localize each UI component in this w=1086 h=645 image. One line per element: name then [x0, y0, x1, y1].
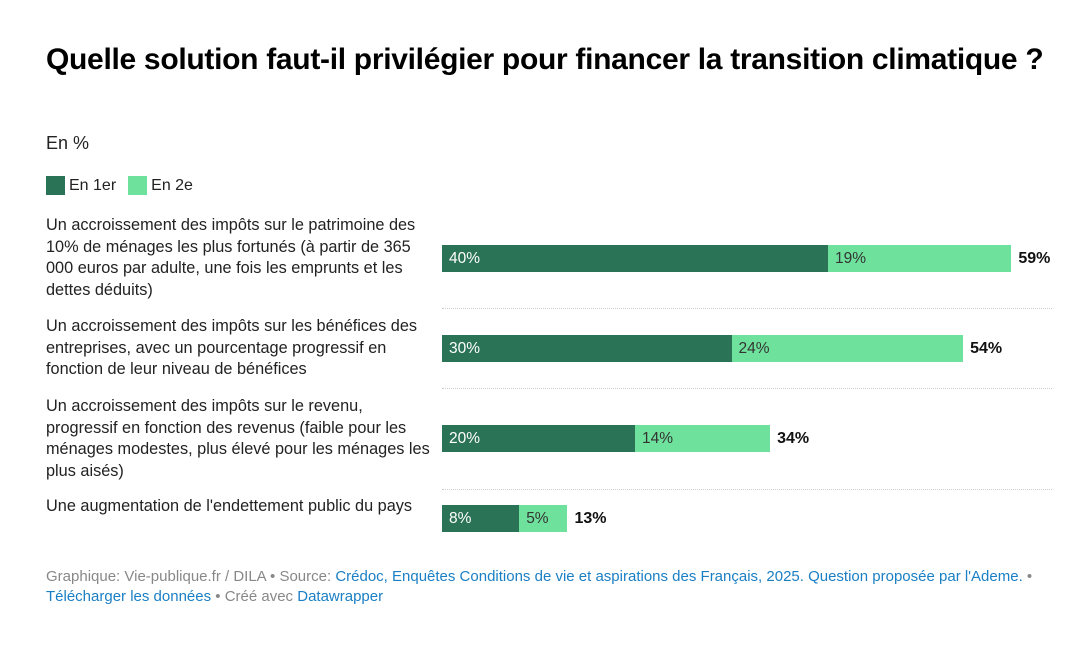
bar-total-label: 34%: [777, 430, 810, 447]
bar-total-label: 13%: [574, 510, 607, 527]
row-separator: [442, 388, 1052, 389]
bar-value-label: 40%: [449, 250, 481, 267]
category-label: Un accroissement des impôts sur le patri…: [46, 216, 416, 299]
footer-separator: •: [1022, 568, 1033, 585]
category-label: Un accroissement des impôts sur les béné…: [46, 317, 418, 378]
footer-credit: Graphique: Vie-publique.fr / DILA • Sour…: [46, 568, 336, 585]
bar-total-label: 54%: [970, 340, 1003, 357]
legend-item-en-2e: En 2e: [128, 176, 193, 195]
bar-value-label: 20%: [449, 430, 481, 447]
category-label: Un accroissement des impôts sur le reven…: [46, 397, 430, 480]
footer-created-with: • Créé avec: [211, 588, 298, 605]
bar-segment-en-1er: [442, 425, 635, 452]
bar-value-label: 19%: [835, 250, 867, 267]
chart-title: Quelle solution faut-il privilégier pour…: [46, 43, 1044, 76]
footer: Graphique: Vie-publique.fr / DILA • Sour…: [46, 567, 1046, 607]
chart-subtitle: En %: [46, 133, 90, 153]
bar-segment-en-2e: [828, 245, 1012, 272]
bar-value-label: 5%: [526, 510, 549, 527]
legend-item-en-1er: En 1er: [46, 176, 116, 195]
bar-total-label: 59%: [1018, 250, 1051, 267]
legend-label-en-1er: En 1er: [69, 176, 117, 194]
bar-value-label: 14%: [642, 430, 674, 447]
bar-segment-en-1er: [442, 505, 520, 532]
bar-segment-en-1er: [442, 245, 828, 272]
bar-segment-en-2e: [519, 505, 568, 532]
legend-label-en-2e: En 2e: [151, 176, 193, 194]
legend-swatch-en-2e: [128, 176, 148, 195]
legend-swatch-en-1er: [46, 176, 65, 195]
download-data-link[interactable]: Télécharger les données: [46, 588, 212, 605]
category-label: Une augmentation de l'endettement public…: [46, 497, 413, 515]
bar-segment-en-2e: [635, 425, 771, 452]
bar-value-label: 30%: [449, 340, 481, 357]
bar-segment-en-2e: [731, 335, 964, 362]
datawrapper-link[interactable]: Datawrapper: [297, 588, 384, 605]
bar-segment-en-1er: [442, 335, 732, 362]
bar-value-label: 8%: [449, 510, 472, 527]
row-separator: [442, 489, 1052, 490]
legend: En 1er En 2e: [46, 176, 205, 195]
bar-value-label: 24%: [738, 340, 770, 357]
row-separator: [442, 308, 1052, 309]
source-link[interactable]: Crédoc, Enquêtes Conditions de vie et as…: [335, 568, 1023, 585]
